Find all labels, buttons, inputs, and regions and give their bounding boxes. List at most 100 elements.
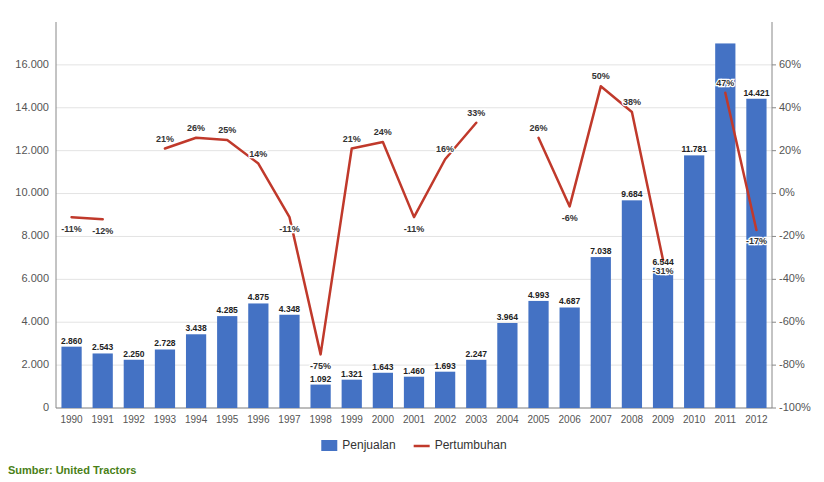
x-tick-label: 2003 (465, 414, 488, 425)
bar (528, 301, 548, 408)
growth-label: 33% (467, 108, 485, 118)
x-tick-label: 2002 (434, 414, 457, 425)
data-labels: 2.8602.5432.2502.7283.4384.2854.8754.348… (61, 71, 770, 383)
bar (310, 385, 330, 408)
growth-label: 24% (374, 127, 392, 137)
x-tick-label: 2010 (683, 414, 706, 425)
bar-label: 6.544 (652, 257, 674, 267)
x-tick-label: 1991 (92, 414, 115, 425)
bar-label: 4.875 (248, 292, 270, 302)
legend: Penjualan Pertumbuhan (321, 438, 506, 452)
legend-swatch (414, 445, 430, 448)
x-tick-label: 2007 (590, 414, 613, 425)
y-tick-label: 14.000 (15, 101, 49, 113)
x-tick-label: 2006 (559, 414, 582, 425)
bar-label: 3.438 (185, 323, 207, 333)
y2-tick-label: -40% (779, 272, 805, 284)
growth-label: 38% (623, 97, 641, 107)
y-tick-label: 0 (43, 401, 49, 413)
bar-label: 1.321 (341, 369, 363, 379)
grid-line (56, 236, 772, 237)
y2-tick-label: -100% (779, 401, 811, 413)
bar (746, 99, 766, 408)
growth-label: -75% (310, 361, 331, 371)
y-tick-label: 2.000 (21, 358, 49, 370)
growth-label: 50% (592, 71, 610, 81)
x-tick-label: 2012 (745, 414, 768, 425)
bar (373, 373, 393, 408)
x-tick-label: 1999 (341, 414, 364, 425)
bar-label: 2.860 (61, 336, 83, 346)
y2-tick (772, 64, 776, 65)
x-tick-label: 1995 (216, 414, 239, 425)
bar (217, 316, 237, 408)
x-tick-label: 2000 (372, 414, 395, 425)
bar-label: 1.643 (372, 362, 394, 372)
y2-axis-line (772, 22, 773, 408)
line (72, 86, 757, 354)
bar-label: 4.993 (528, 290, 550, 300)
axes: 02.0004.0006.0008.00010.00012.00014.0001… (15, 22, 811, 425)
legend-label: Pertumbuhan (435, 438, 507, 452)
bar (622, 200, 642, 408)
bar (124, 360, 144, 408)
bar-label: 14.421 (743, 88, 769, 98)
bar-label: 1.092 (310, 374, 332, 384)
growth-label: -11% (61, 224, 82, 234)
y2-tick-label: 60% (779, 58, 801, 70)
bar-label: 2.250 (123, 349, 145, 359)
y2-tick (772, 150, 776, 151)
x-tick-label: 2009 (652, 414, 675, 425)
y2-tick-label: 40% (779, 101, 801, 113)
y2-tick-label: -20% (779, 229, 805, 241)
bar-label: 2.543 (92, 342, 114, 352)
y2-tick (772, 365, 776, 366)
bar-label: 4.285 (217, 305, 239, 315)
y2-tick-label: -60% (779, 315, 805, 327)
bar (560, 307, 580, 408)
bar-label: 11.781 (681, 144, 707, 154)
y-axis-line (56, 22, 57, 408)
bar (61, 347, 81, 408)
growth-label: -11% (279, 224, 300, 234)
bar (497, 323, 517, 408)
y2-tick (772, 279, 776, 280)
growth-label: 21% (343, 134, 361, 144)
chart: 02.0004.0006.0008.00010.00012.00014.0001… (0, 0, 824, 482)
legend-label: Penjualan (342, 438, 395, 452)
legend-item: Pertumbuhan (414, 438, 507, 452)
bar-label: 1.460 (403, 366, 425, 376)
x-tick-label: 2005 (527, 414, 550, 425)
x-tick-label: 1998 (309, 414, 332, 425)
growth-label: 26% (530, 123, 548, 133)
bar (93, 353, 113, 408)
growth-label: 25% (218, 125, 236, 135)
page: {"chart_data": { "type": "bar", "categor… (0, 0, 824, 482)
x-tick-label: 1994 (185, 414, 208, 425)
growth-label: -17% (746, 236, 767, 246)
y2-tick-label: -80% (779, 358, 805, 370)
growth-label: -11% (404, 224, 425, 234)
y-tick-label: 12.000 (15, 144, 49, 156)
y2-tick (772, 322, 776, 323)
bar (248, 303, 268, 408)
growth-label: -31% (653, 266, 674, 276)
x-tick-label: 2008 (621, 414, 644, 425)
x-tick-label: 1990 (60, 414, 83, 425)
y2-tick (772, 236, 776, 237)
x-tick-label: 2004 (496, 414, 519, 425)
x-tick-label: 1992 (123, 414, 146, 425)
grid-line (56, 193, 772, 194)
y2-tick-label: 0% (779, 186, 795, 198)
growth-label: -6% (562, 213, 578, 223)
growth-label: 14% (249, 149, 267, 159)
y-tick-label: 8.000 (21, 229, 49, 241)
grid-line (56, 150, 772, 151)
y-tick-label: 10.000 (15, 186, 49, 198)
y2-tick (772, 193, 776, 194)
marks (61, 43, 766, 408)
bar (342, 380, 362, 408)
x-tick-label: 2001 (403, 414, 426, 425)
bar (155, 349, 175, 408)
bar-label: 3.964 (497, 312, 519, 322)
